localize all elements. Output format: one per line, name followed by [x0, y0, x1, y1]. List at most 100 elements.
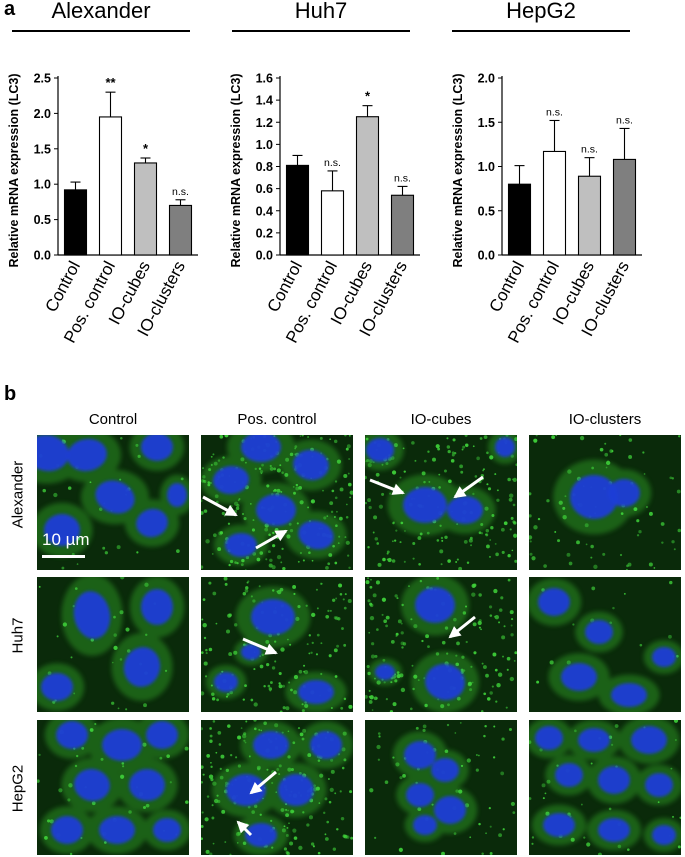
- nucleus: [95, 480, 135, 514]
- nucleus: [153, 818, 181, 842]
- arrow-head: [236, 820, 250, 834]
- nucleus: [226, 774, 266, 806]
- scale-bar-label: 10 µm: [42, 530, 90, 549]
- significance-label: n.s.: [394, 172, 411, 184]
- chart-title-alexander: Alexander: [51, 0, 151, 23]
- nucleus: [102, 729, 142, 761]
- y-axis-label: Relative mRNA expression (LC3): [7, 73, 21, 267]
- y-tick-label: 1.5: [34, 142, 51, 156]
- bar-chart-hepg2: Relative mRNA expression (LC3) 0.0 0.5 1.0 1…: [451, 72, 642, 346]
- nucleus: [256, 494, 296, 526]
- nucleus: [241, 644, 261, 660]
- nucleus: [37, 435, 69, 472]
- bar-chart-huh7: Relative mRNA expression (LC3) 0.0 0.2 0.4 0…: [229, 72, 420, 346]
- column-header-io-clusters: IO-clusters: [568, 411, 642, 428]
- nucleus: [129, 769, 165, 801]
- y-tick-label: 1.0: [34, 178, 51, 192]
- bar: [63, 189, 88, 256]
- y-tick-label: 0.0: [256, 249, 273, 263]
- nucleus: [598, 818, 630, 842]
- nucleus: [652, 825, 676, 845]
- nucleus: [608, 479, 640, 507]
- nucleus: [293, 449, 329, 481]
- title-rule-hepg2: [452, 30, 630, 32]
- nucleus: [278, 774, 314, 806]
- y-axis-label: Relative mRNA expression (LC3): [229, 73, 243, 267]
- bar: [133, 162, 158, 256]
- nucleus: [406, 783, 434, 807]
- nucleus: [245, 823, 277, 847]
- y-tick-label: 1.0: [478, 160, 495, 174]
- significance-label: n.s.: [546, 106, 563, 118]
- y-axis-label: Relative mRNA expression (LC3): [451, 73, 465, 267]
- arrow-head: [453, 486, 467, 499]
- nucleus: [431, 758, 459, 782]
- nucleus: [74, 768, 110, 802]
- micrograph-tile: [365, 577, 517, 712]
- significance-label: n.s.: [616, 114, 633, 126]
- nucleus: [413, 815, 437, 835]
- nucleus: [415, 587, 455, 623]
- bar: [507, 183, 532, 256]
- nucleus: [652, 647, 676, 667]
- nucleus: [141, 435, 173, 461]
- nucleus: [538, 588, 570, 616]
- y-tick-label: 1.0: [256, 138, 273, 152]
- nucleus: [375, 664, 395, 680]
- micrograph-tile: [201, 435, 353, 570]
- nucleus: [611, 683, 647, 707]
- nucleus: [141, 589, 173, 625]
- micrograph-tile: [37, 435, 189, 570]
- title-rule-huh7: [232, 30, 410, 32]
- y-tick-label: 0.5: [478, 204, 495, 218]
- micrograph-tile: [529, 577, 681, 712]
- nucleus: [56, 721, 88, 749]
- y-tick-label: 0.0: [34, 249, 51, 263]
- micrograph-tile: [201, 720, 353, 855]
- bar: [577, 175, 602, 256]
- nucleus: [570, 475, 618, 519]
- nucleus: [404, 741, 436, 769]
- significance-label: n.s.: [172, 186, 189, 198]
- column-header-pos-control: Pos. control: [237, 411, 317, 428]
- nucleus: [73, 591, 111, 639]
- y-tick-label: 0.4: [256, 204, 273, 218]
- nucleus: [598, 766, 630, 794]
- nucleus: [425, 663, 465, 701]
- y-tick-label: 2.0: [478, 72, 495, 86]
- micrograph-tile: [365, 435, 517, 570]
- bar: [168, 204, 193, 256]
- bar-chart-alexander: Relative mRNA expression (LC3) 0.0 0.5 1.0 1…: [7, 72, 198, 346]
- micrograph-tile: [529, 720, 681, 855]
- y-tick-label: 1.6: [256, 72, 273, 86]
- nucleus: [214, 672, 238, 692]
- column-header-io-cubes: IO-cubes: [410, 411, 472, 428]
- bar: [320, 190, 345, 256]
- y-tick-label: 0.8: [256, 160, 273, 174]
- micrograph-tile: [201, 577, 353, 712]
- significance-label: **: [105, 75, 116, 90]
- micrograph-tile: [37, 720, 189, 855]
- bar: [612, 158, 637, 256]
- nucleus: [298, 520, 334, 550]
- bar: [390, 194, 415, 256]
- y-tick-label: 0.5: [34, 213, 51, 227]
- nucleus: [225, 533, 257, 557]
- arrow-head: [274, 530, 288, 542]
- column-header-control: Control: [88, 411, 138, 428]
- nucleus: [123, 647, 161, 687]
- panel-b-label: b: [4, 383, 17, 405]
- title-rule-alexander: [12, 30, 190, 32]
- nucleus: [535, 726, 563, 750]
- micrograph-tile: [37, 577, 189, 712]
- y-tick-label: 2.5: [34, 72, 51, 86]
- nucleus: [310, 731, 342, 759]
- y-tick-label: 0.6: [256, 182, 273, 196]
- bar: [285, 164, 310, 256]
- y-tick-label: 1.4: [256, 94, 273, 108]
- nucleus: [645, 773, 673, 797]
- nucleus: [213, 465, 249, 495]
- chart-title-hepg2: HepG2: [506, 0, 576, 23]
- nucleus: [555, 763, 583, 787]
- arrow-head: [391, 483, 405, 495]
